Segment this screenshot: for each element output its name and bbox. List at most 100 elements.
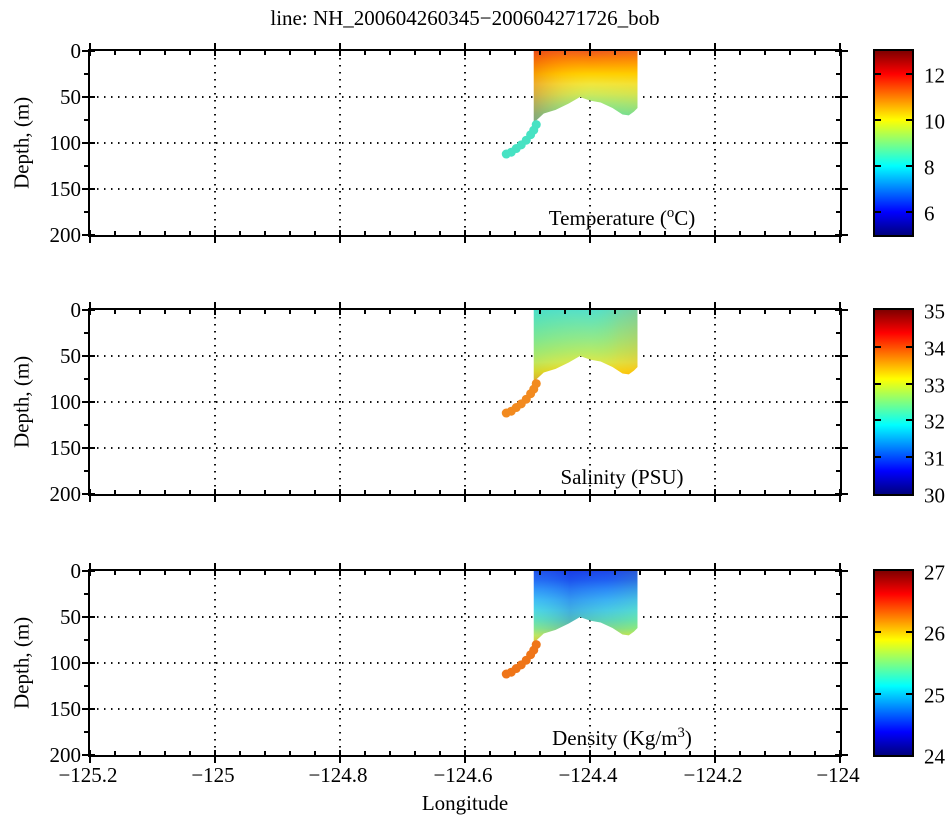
gridline-horizontal xyxy=(90,662,840,664)
panel-label-text: Density (Kg/m xyxy=(552,726,678,750)
x-minor-tick xyxy=(539,51,541,55)
x-minor-tick xyxy=(314,490,316,494)
x-minor-tick xyxy=(739,310,741,314)
x-minor-tick xyxy=(739,231,741,235)
colorbar-tick xyxy=(875,119,881,121)
y-tick-label: 0 xyxy=(70,298,82,322)
x-tick-label: −124.8 xyxy=(308,763,368,787)
x-tick-label: −124 xyxy=(816,763,860,787)
x-minor-tick xyxy=(789,310,791,314)
x-minor-tick xyxy=(739,571,741,575)
y-major-tick xyxy=(82,708,95,710)
section-patch xyxy=(533,571,638,643)
x-minor-tick xyxy=(414,571,416,575)
x-minor-tick xyxy=(289,571,291,575)
x-minor-tick xyxy=(439,231,441,235)
x-major-tick xyxy=(839,43,841,56)
x-major-tick xyxy=(464,43,466,56)
gridline-horizontal xyxy=(90,188,840,190)
x-minor-tick xyxy=(139,310,141,314)
x-minor-tick xyxy=(164,571,166,575)
x-minor-tick xyxy=(614,231,616,235)
y-minor-tick xyxy=(84,639,88,641)
x-major-tick xyxy=(339,489,341,502)
panel-label-sup: 3 xyxy=(677,725,685,741)
x-minor-tick xyxy=(139,51,141,55)
x-minor-tick xyxy=(564,490,566,494)
x-minor-tick xyxy=(439,51,441,55)
colorbar-temperature: 12 10 8 6 xyxy=(873,49,945,237)
y-tick-label: 200 xyxy=(49,743,82,767)
x-minor-tick xyxy=(314,231,316,235)
y-major-tick xyxy=(82,447,95,449)
x-major-tick xyxy=(339,750,341,763)
y-major-tick xyxy=(835,493,848,495)
colorbar-tick xyxy=(906,73,912,75)
x-tick-label: −124.2 xyxy=(683,763,743,787)
section-patch xyxy=(533,51,638,123)
y-major-tick xyxy=(82,493,95,495)
x-minor-tick xyxy=(389,310,391,314)
colorbar-tick-label: 31 xyxy=(924,446,945,471)
x-minor-tick xyxy=(689,310,691,314)
x-minor-tick xyxy=(264,231,266,235)
x-major-tick xyxy=(839,230,841,243)
x-minor-tick xyxy=(189,310,191,314)
figure-title: line: NH_200604260345−200604271726_bob xyxy=(270,6,660,30)
x-minor-tick xyxy=(739,490,741,494)
x-minor-tick xyxy=(689,571,691,575)
x-minor-tick xyxy=(289,751,291,755)
x-minor-tick xyxy=(364,490,366,494)
x-minor-tick xyxy=(639,51,641,55)
y-major-tick xyxy=(835,570,848,572)
colorbar-tick xyxy=(906,211,912,213)
x-minor-tick xyxy=(364,231,366,235)
x-minor-tick xyxy=(514,310,516,314)
x-minor-tick xyxy=(289,231,291,235)
y-tick-label: 100 xyxy=(49,131,82,155)
x-minor-tick xyxy=(114,490,116,494)
x-minor-tick xyxy=(289,490,291,494)
colorbar-tick xyxy=(906,382,912,385)
cast-dot xyxy=(501,408,511,418)
colorbar-tick-label: 34 xyxy=(924,336,945,361)
x-major-tick xyxy=(714,750,716,763)
x-major-tick xyxy=(214,489,216,502)
x-minor-tick xyxy=(489,751,491,755)
gridline-horizontal xyxy=(90,355,840,357)
colorbar-tick-label: 8 xyxy=(924,155,935,180)
x-minor-tick xyxy=(539,231,541,235)
x-minor-tick xyxy=(664,231,666,235)
y-tick-label: 0 xyxy=(70,559,82,583)
y-major-tick xyxy=(82,754,95,756)
y-major-tick xyxy=(835,754,848,756)
y-tick-label: 150 xyxy=(49,177,82,201)
y-minor-tick xyxy=(84,332,88,334)
x-axis-footer: Longitude −125.2 −125 −124.8 −124.6 −124.4 −1… xyxy=(0,763,950,826)
panel-label-density: Density (Kg/m3) xyxy=(492,725,752,751)
x-minor-tick xyxy=(139,571,141,575)
colorbar-tick-label: 35 xyxy=(924,299,945,324)
x-major-tick xyxy=(464,489,466,502)
y-major-tick xyxy=(835,355,848,357)
colorbar-tick xyxy=(906,119,912,121)
x-minor-tick xyxy=(789,231,791,235)
x-major-tick xyxy=(839,750,841,763)
x-minor-tick xyxy=(164,231,166,235)
panel-density: Depth, (m) Density (Kg/m3) 27 26 25 24 0 50 1… xyxy=(0,559,950,769)
x-minor-tick xyxy=(114,751,116,755)
x-minor-tick xyxy=(564,571,566,575)
cast-dot xyxy=(501,669,511,679)
colorbar-tick xyxy=(906,456,912,459)
x-minor-tick xyxy=(364,751,366,755)
x-minor-tick xyxy=(814,571,816,575)
y-minor-tick xyxy=(836,731,840,733)
x-minor-tick xyxy=(239,490,241,494)
x-minor-tick xyxy=(539,571,541,575)
x-minor-tick xyxy=(764,231,766,235)
x-major-tick xyxy=(339,302,341,315)
y-tick-label: 200 xyxy=(49,223,82,247)
y-major-tick xyxy=(82,309,95,311)
y-minor-tick xyxy=(836,119,840,121)
x-minor-tick xyxy=(239,571,241,575)
